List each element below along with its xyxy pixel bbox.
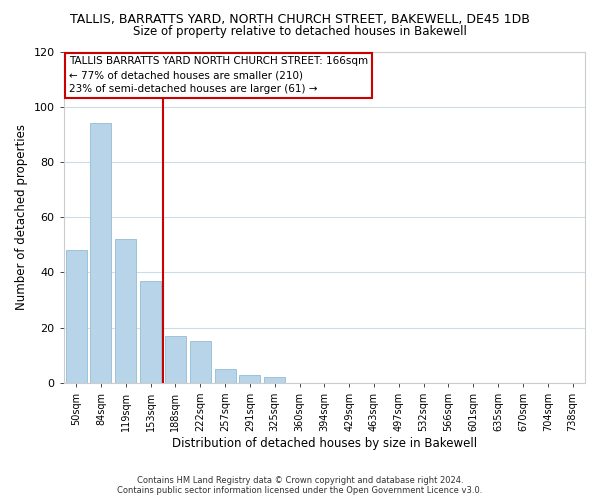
Text: Contains HM Land Registry data © Crown copyright and database right 2024.: Contains HM Land Registry data © Crown c… xyxy=(137,476,463,485)
Bar xyxy=(190,342,211,383)
Text: TALLIS BARRATTS YARD NORTH CHURCH STREET: 166sqm
← 77% of detached houses are sm: TALLIS BARRATTS YARD NORTH CHURCH STREET… xyxy=(69,56,368,94)
Bar xyxy=(65,250,86,383)
Bar xyxy=(264,378,285,383)
Text: Size of property relative to detached houses in Bakewell: Size of property relative to detached ho… xyxy=(133,25,467,38)
Bar xyxy=(115,240,136,383)
Y-axis label: Number of detached properties: Number of detached properties xyxy=(15,124,28,310)
Bar xyxy=(91,124,112,383)
Bar xyxy=(215,369,236,383)
Bar xyxy=(140,280,161,383)
Bar xyxy=(239,374,260,383)
Text: TALLIS, BARRATTS YARD, NORTH CHURCH STREET, BAKEWELL, DE45 1DB: TALLIS, BARRATTS YARD, NORTH CHURCH STRE… xyxy=(70,12,530,26)
X-axis label: Distribution of detached houses by size in Bakewell: Distribution of detached houses by size … xyxy=(172,437,477,450)
Text: Contains public sector information licensed under the Open Government Licence v3: Contains public sector information licen… xyxy=(118,486,482,495)
Bar xyxy=(165,336,186,383)
